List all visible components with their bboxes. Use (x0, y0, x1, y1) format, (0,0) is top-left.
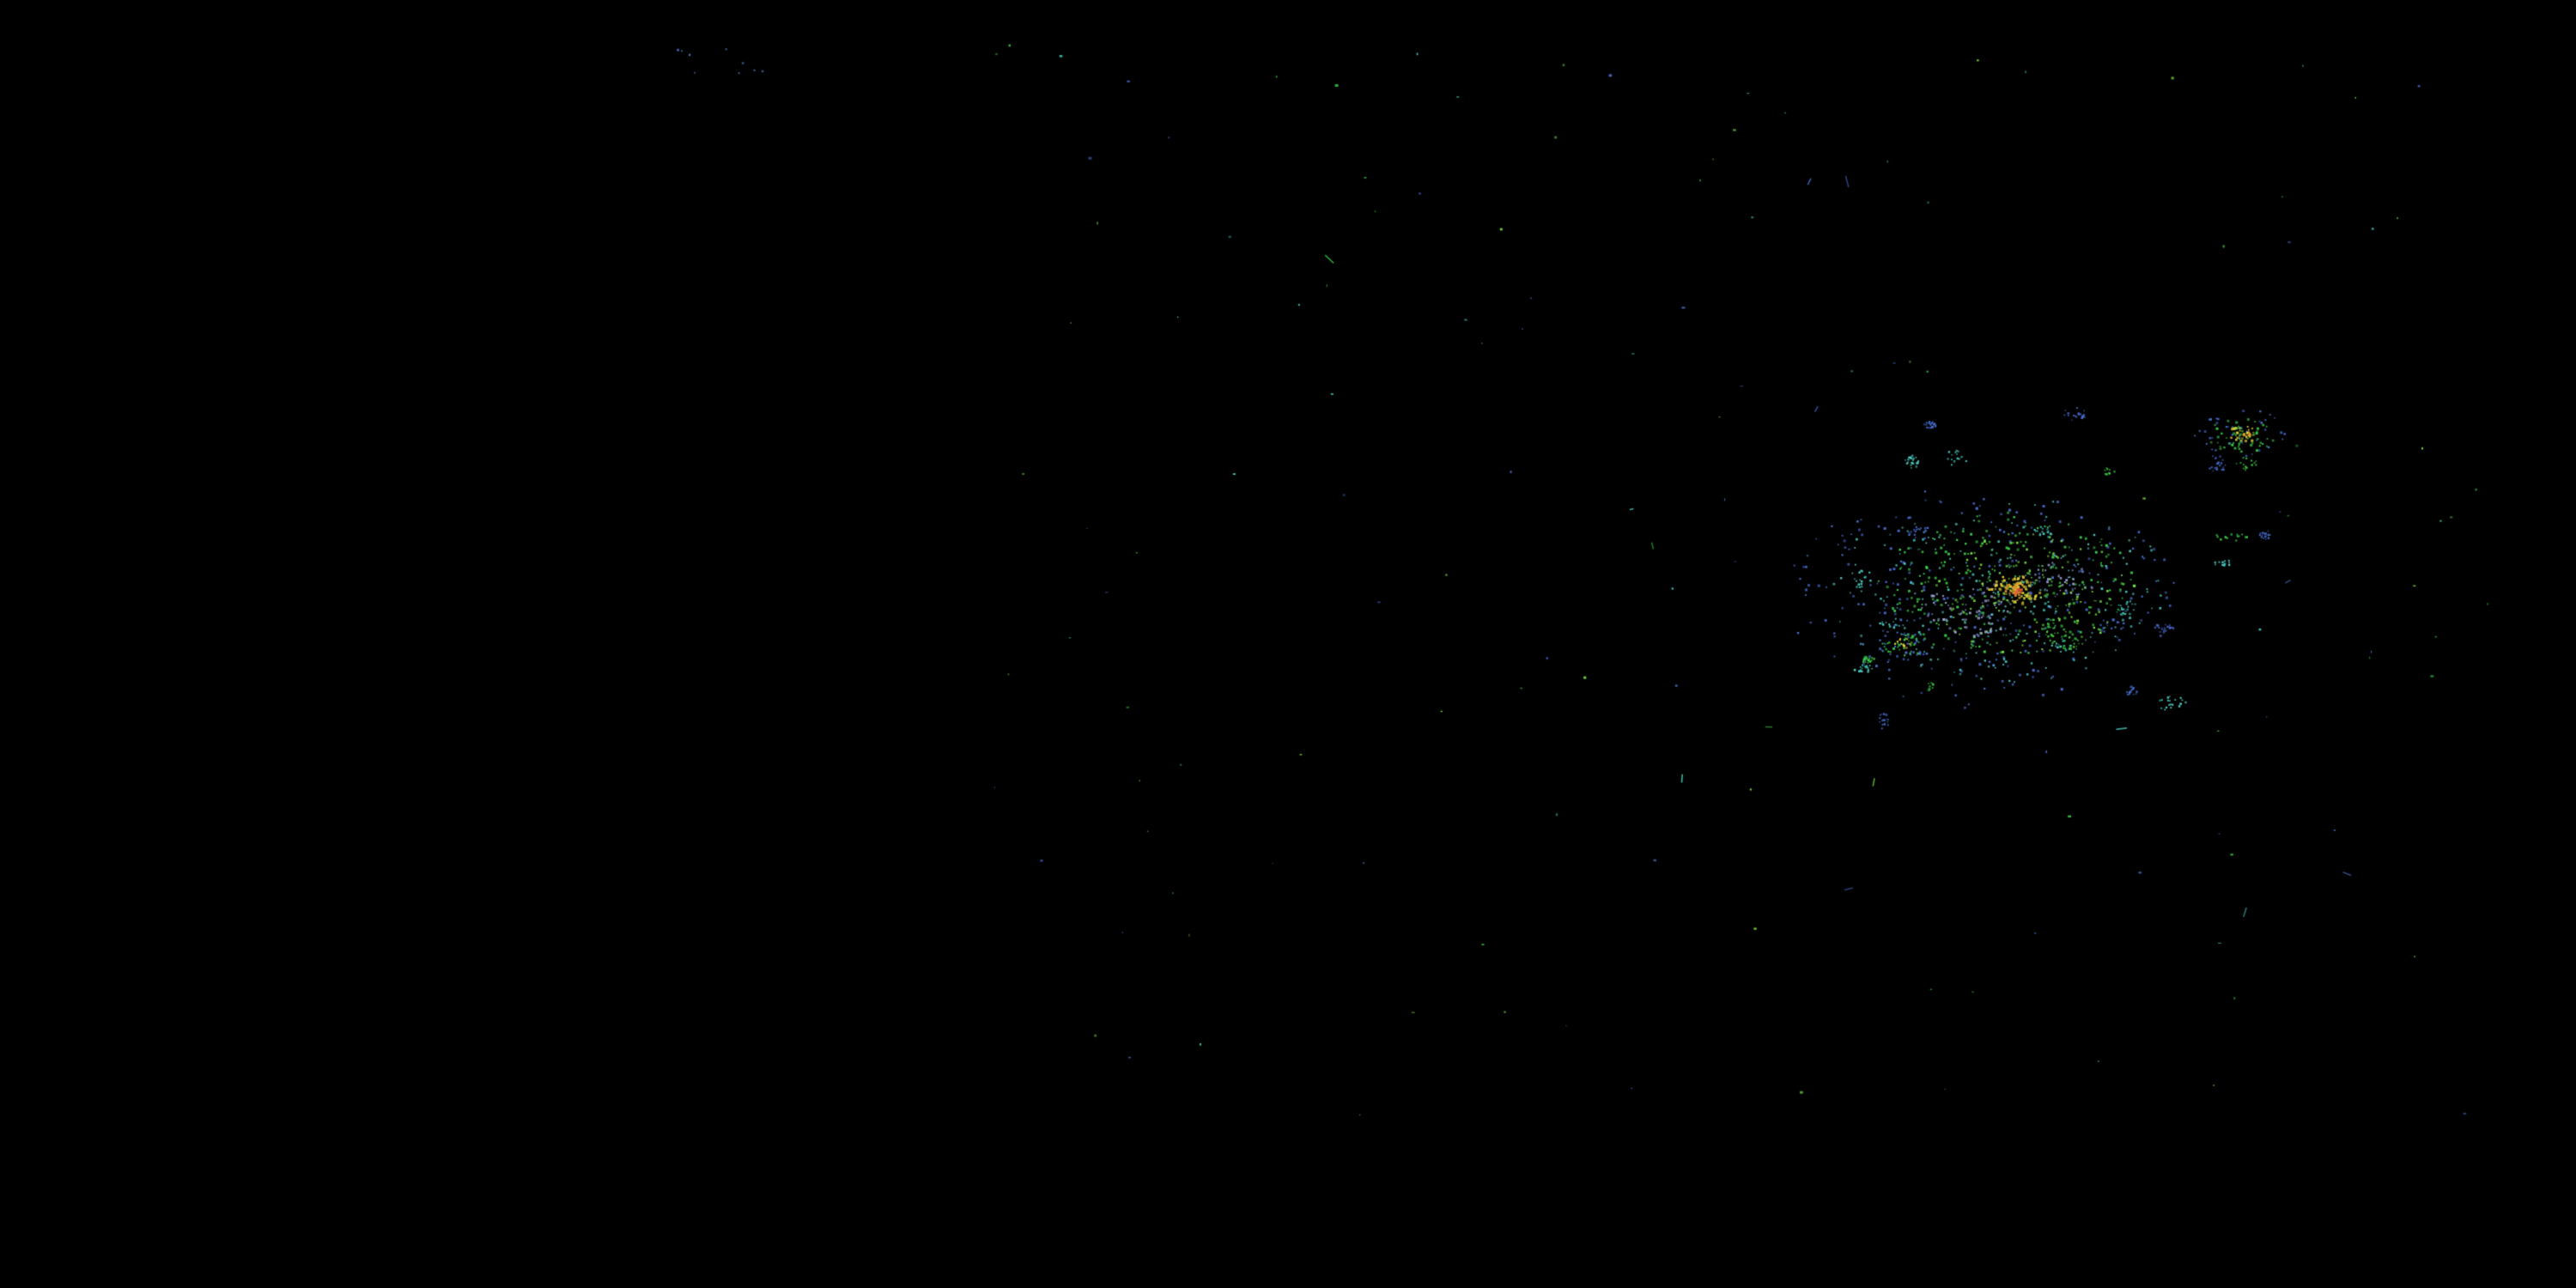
radar-display (0, 0, 2576, 1288)
radar-canvas (0, 0, 2576, 1288)
